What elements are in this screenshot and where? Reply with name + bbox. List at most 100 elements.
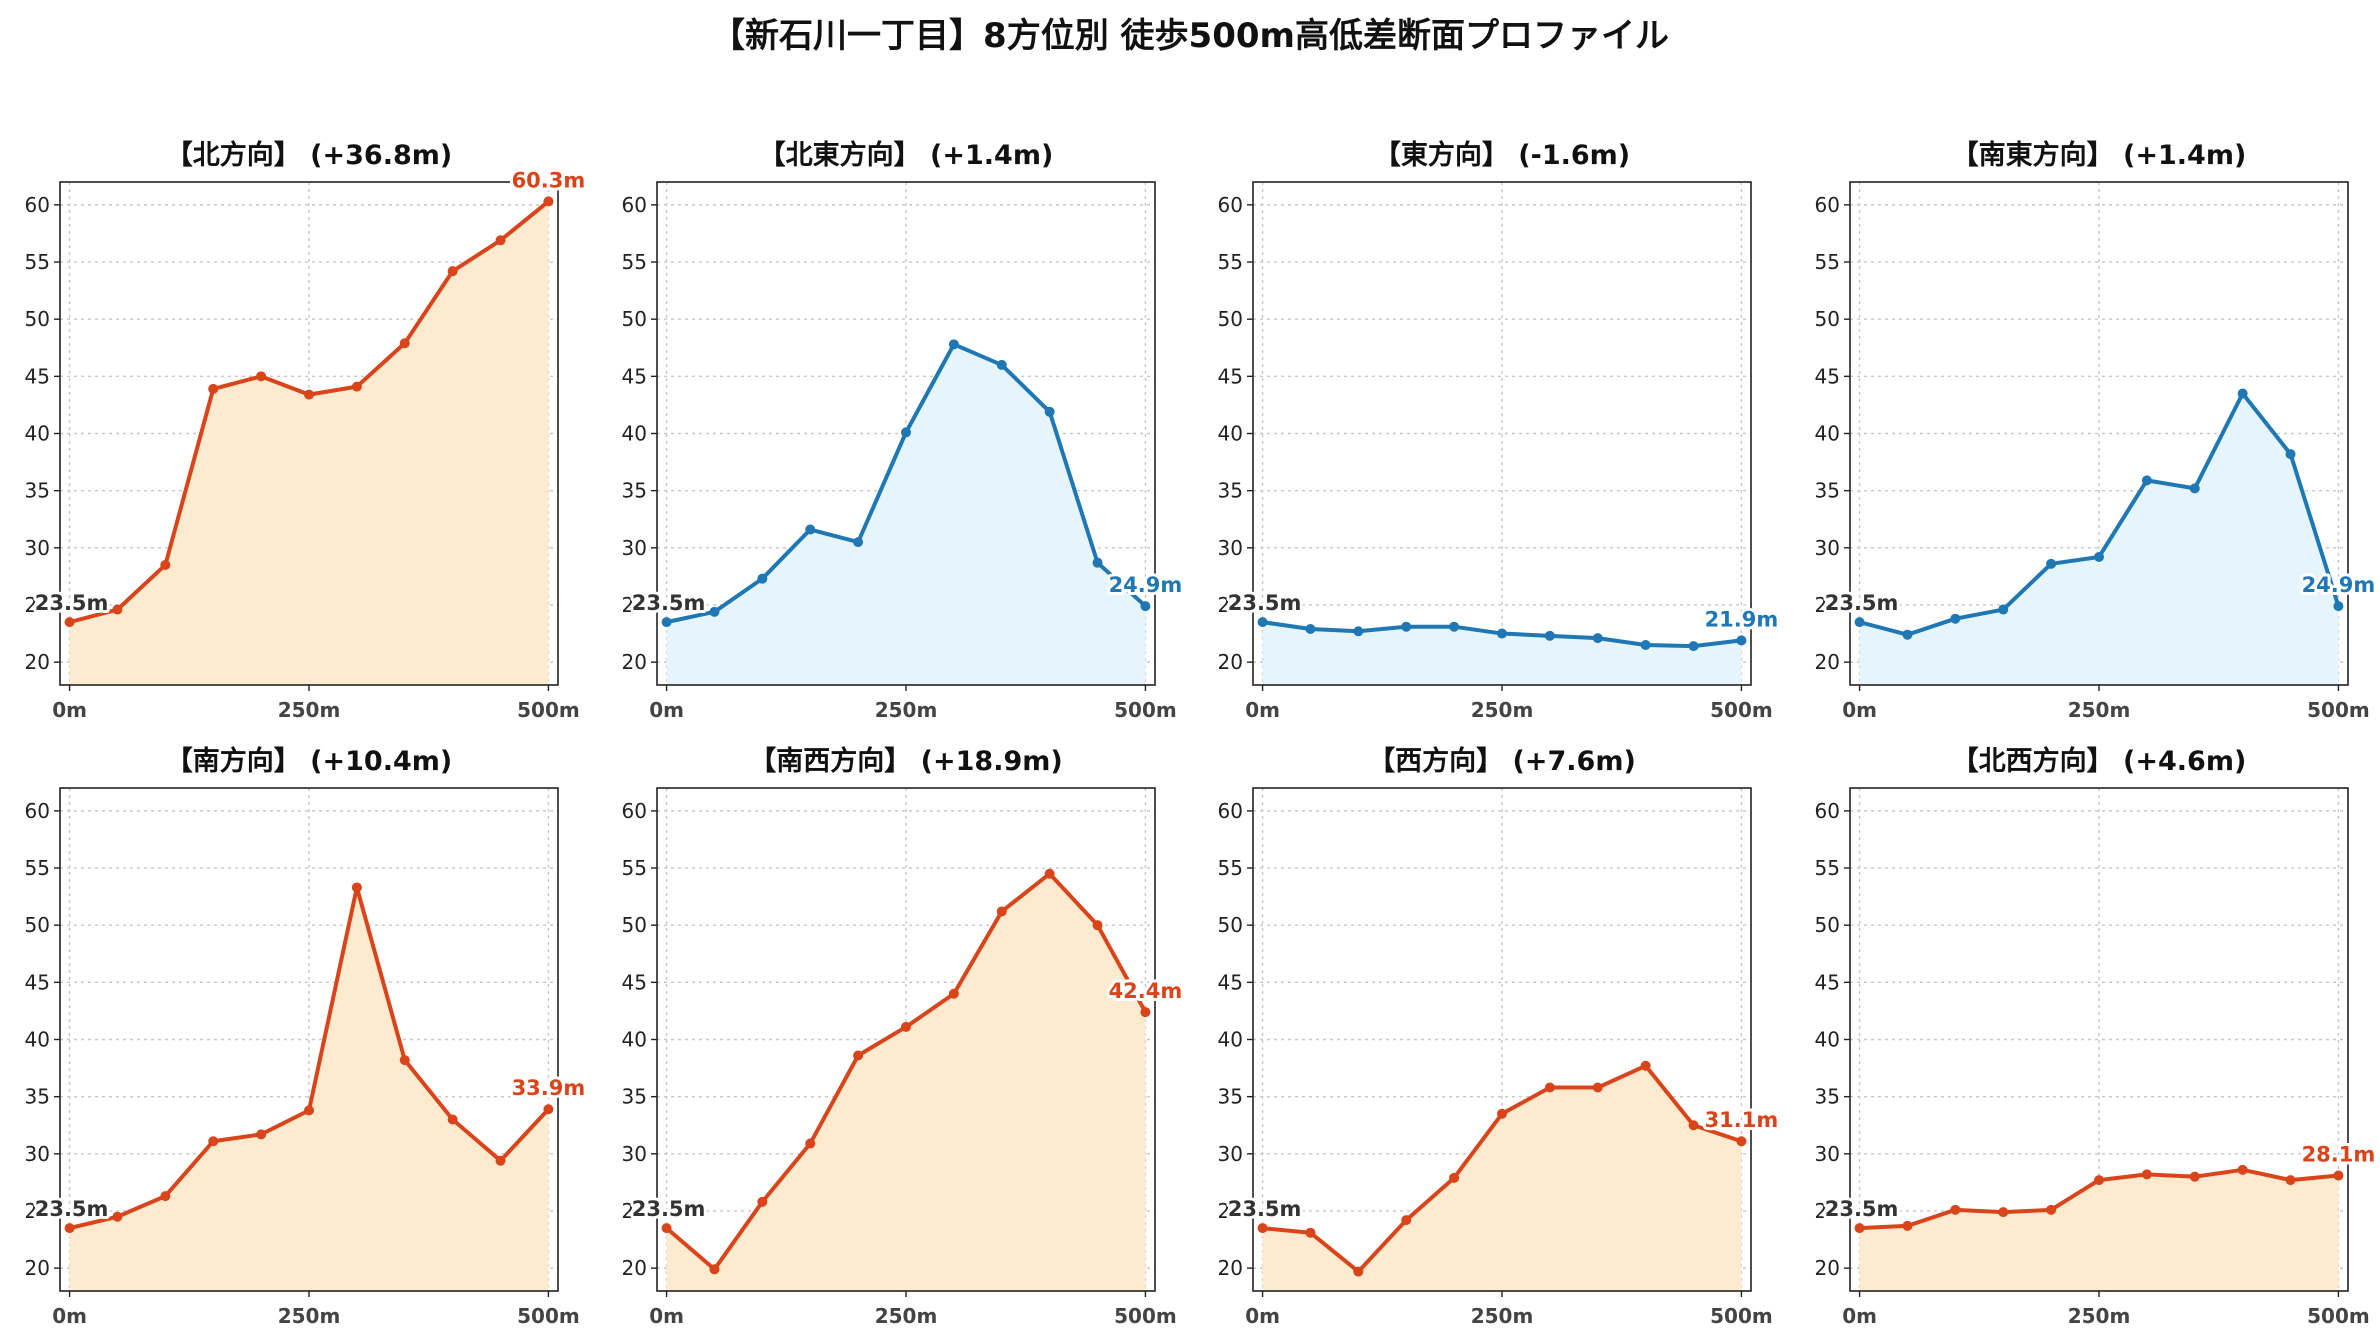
x-tick-label: 500m xyxy=(1114,698,1177,722)
chart-title: 【南西方向】 (+18.9m) xyxy=(749,745,1062,777)
x-tick-label: 500m xyxy=(1710,698,1773,722)
data-point xyxy=(901,427,911,438)
data-point xyxy=(757,573,768,584)
data-point xyxy=(2141,475,2152,486)
data-point xyxy=(1950,1204,1961,1215)
y-tick-label: 35 xyxy=(1218,1085,1243,1109)
y-tick-label: 40 xyxy=(25,422,50,446)
y-tick-label: 20 xyxy=(622,650,647,674)
data-point xyxy=(1401,1215,1412,1226)
page-title: 【新石川一丁目】8方位別 徒歩500m高低差断面プロファイル xyxy=(711,16,1669,56)
y-tick-label: 25 xyxy=(622,593,647,617)
y-tick-label: 45 xyxy=(1815,970,1840,994)
data-point xyxy=(1592,1082,1603,1093)
y-tick-label: 40 xyxy=(1815,422,1840,446)
data-point xyxy=(1998,604,2009,615)
data-point xyxy=(948,339,959,350)
start-label: 23.5m xyxy=(1228,591,1302,615)
data-point xyxy=(447,266,458,277)
data-point xyxy=(709,606,720,617)
y-tick-label: 35 xyxy=(1815,479,1840,503)
y-tick-label: 25 xyxy=(1218,1199,1243,1223)
data-point xyxy=(709,1264,720,1275)
data-point xyxy=(2333,1170,2344,1181)
area-fill xyxy=(666,873,1146,1291)
x-tick-label: 250m xyxy=(875,1304,938,1328)
y-tick-label: 50 xyxy=(622,307,647,331)
y-tick-label: 55 xyxy=(1815,250,1840,274)
x-tick-label: 0m xyxy=(649,698,684,722)
chart-panel-5: 【南西方向】 (+18.9m) 20 25 30 35 40 45 50 55 60 0m 250m 5… xyxy=(622,745,1186,1328)
y-tick-label: 35 xyxy=(1815,1085,1840,1109)
data-point xyxy=(2285,1175,2296,1186)
data-point xyxy=(805,1138,816,1149)
data-point xyxy=(1497,628,1507,639)
y-tick-label: 20 xyxy=(622,1256,647,1280)
data-point xyxy=(1544,1082,1555,1093)
y-tick-label: 25 xyxy=(1815,593,1840,617)
y-tick-label: 55 xyxy=(25,250,50,274)
data-point xyxy=(399,338,410,349)
area-fill xyxy=(1262,1065,1742,1291)
y-tick-label: 45 xyxy=(622,970,647,994)
data-point xyxy=(1688,1120,1699,1131)
y-tick-label: 50 xyxy=(1218,913,1243,937)
y-tick-label: 60 xyxy=(25,193,50,217)
data-point xyxy=(1544,630,1555,641)
chart-panel-3: 【南東方向】 (+1.4m) 20 25 30 35 40 45 50 55 60 0m 250m 50… xyxy=(1815,139,2379,722)
y-tick-label: 20 xyxy=(1218,650,1243,674)
data-point xyxy=(2237,388,2248,399)
data-point xyxy=(2189,1171,2200,1182)
y-tick-label: 40 xyxy=(1218,422,1243,446)
y-tick-label: 20 xyxy=(25,1256,50,1280)
data-point xyxy=(1257,617,1268,628)
data-point xyxy=(1305,623,1316,634)
data-point xyxy=(1305,1227,1316,1238)
y-tick-label: 60 xyxy=(1815,193,1840,217)
start-label: 23.5m xyxy=(35,591,109,615)
y-tick-label: 50 xyxy=(1815,913,1840,937)
data-point xyxy=(256,371,267,382)
x-tick-label: 500m xyxy=(2307,698,2370,722)
y-tick-label: 50 xyxy=(1815,307,1840,331)
chart-title: 【北東方向】 (+1.4m) xyxy=(759,139,1054,171)
y-tick-label: 50 xyxy=(622,913,647,937)
end-label: 31.1m xyxy=(1705,1108,1779,1132)
data-point xyxy=(1257,1223,1268,1234)
data-point xyxy=(208,1136,219,1147)
start-label: 23.5m xyxy=(35,1197,109,1221)
data-point xyxy=(1902,629,1913,640)
area-fill xyxy=(69,201,549,685)
y-tick-label: 55 xyxy=(622,250,647,274)
data-point xyxy=(1497,1108,1507,1119)
y-tick-label: 55 xyxy=(1218,856,1243,880)
data-point xyxy=(208,383,219,394)
data-point xyxy=(1736,1136,1747,1147)
data-point xyxy=(2094,551,2104,562)
y-tick-label: 35 xyxy=(25,1085,50,1109)
y-tick-label: 20 xyxy=(25,650,50,674)
data-point xyxy=(853,537,864,548)
data-point xyxy=(1902,1220,1913,1231)
y-tick-label: 55 xyxy=(622,856,647,880)
data-point xyxy=(2094,1175,2104,1186)
y-tick-label: 35 xyxy=(622,1085,647,1109)
data-point xyxy=(112,604,123,615)
chart-panel-2: 【東方向】 (-1.6m) 20 25 30 35 40 45 50 55 60 0m 250m 500… xyxy=(1218,139,1782,722)
chart-title: 【南東方向】 (+1.4m) xyxy=(1952,139,2247,171)
area-fill xyxy=(666,344,1146,685)
start-label: 23.5m xyxy=(632,1197,706,1221)
x-tick-label: 250m xyxy=(2068,698,2131,722)
y-tick-label: 25 xyxy=(622,1199,647,1223)
data-point xyxy=(853,1050,864,1061)
data-point xyxy=(1950,613,1961,624)
chart-title: 【南方向】 (+10.4m) xyxy=(166,745,452,777)
x-tick-label: 0m xyxy=(649,1304,684,1328)
x-tick-label: 0m xyxy=(52,698,87,722)
data-point xyxy=(64,1223,75,1234)
end-label: 60.3m xyxy=(512,168,586,192)
y-tick-label: 50 xyxy=(25,307,50,331)
data-point xyxy=(1044,868,1055,879)
y-tick-label: 45 xyxy=(1815,364,1840,388)
data-point xyxy=(304,1105,314,1116)
